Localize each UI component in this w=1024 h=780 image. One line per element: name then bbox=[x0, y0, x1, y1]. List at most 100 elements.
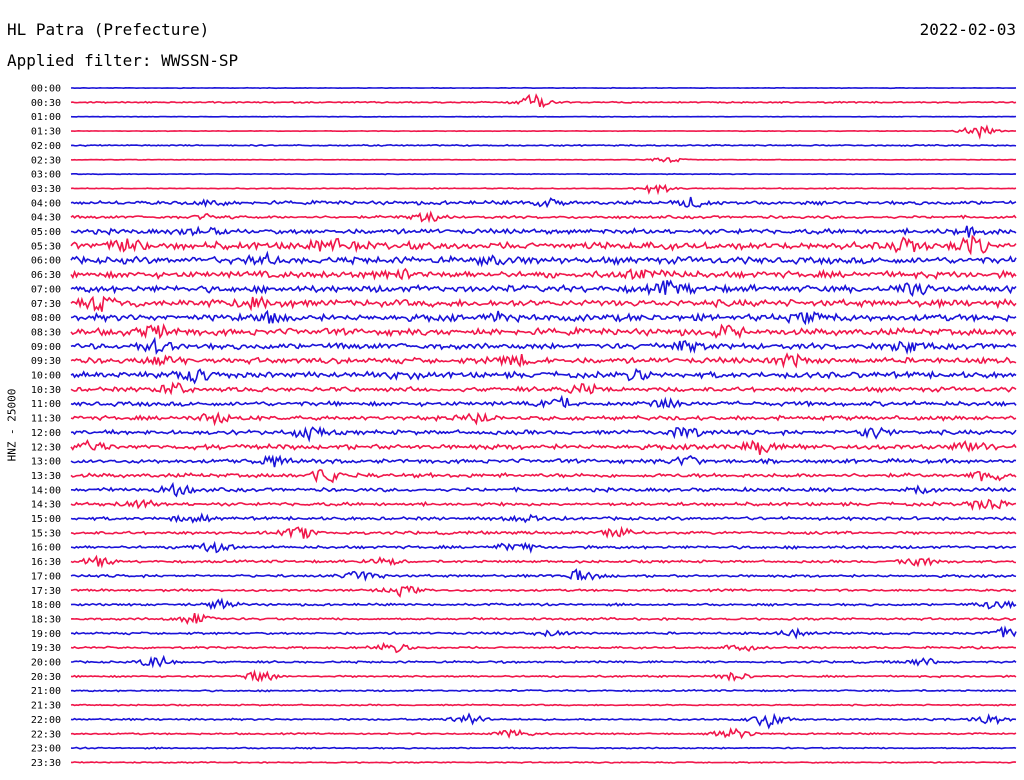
row-time-label: 02:30 bbox=[31, 155, 61, 166]
trace-row-1630 bbox=[70, 554, 1017, 569]
trace-row-0200 bbox=[70, 143, 1017, 148]
row-time-label: 12:30 bbox=[31, 442, 61, 453]
row-time-label: 01:00 bbox=[31, 112, 61, 123]
row-time-label: 12:00 bbox=[31, 428, 61, 439]
trace-row-0700 bbox=[70, 279, 1017, 297]
row-time-label: 21:00 bbox=[31, 686, 61, 697]
row-time-label: 05:00 bbox=[31, 227, 61, 238]
trace-row-0830 bbox=[70, 322, 1017, 340]
trace-row-1100 bbox=[70, 394, 1017, 410]
trace-row-0730 bbox=[70, 295, 1017, 312]
trace-row-2230 bbox=[70, 726, 1017, 740]
trace-row-1530 bbox=[70, 525, 1017, 540]
trace-row-1500 bbox=[70, 512, 1017, 524]
trace-row-1700 bbox=[70, 568, 1017, 582]
row-time-label: 03:30 bbox=[31, 184, 61, 195]
row-time-label: 19:30 bbox=[31, 643, 61, 654]
row-time-label: 06:00 bbox=[31, 256, 61, 267]
row-time-label: 11:00 bbox=[31, 399, 61, 410]
row-time-label: 09:00 bbox=[31, 342, 61, 353]
row-time-label: 10:30 bbox=[31, 385, 61, 396]
row-time-label: 00:00 bbox=[31, 84, 61, 95]
row-time-label: 07:30 bbox=[31, 299, 61, 310]
trace-row-1430 bbox=[70, 498, 1017, 511]
row-time-label: 22:30 bbox=[31, 729, 61, 740]
trace-row-1000 bbox=[70, 367, 1017, 385]
row-time-label: 08:00 bbox=[31, 313, 61, 324]
row-time-label: 19:00 bbox=[31, 629, 61, 640]
row-time-label: 11:30 bbox=[31, 414, 61, 425]
trace-row-2030 bbox=[70, 669, 1017, 683]
trace-row-0030 bbox=[70, 93, 1017, 109]
trace-row-1330 bbox=[70, 469, 1017, 484]
row-time-label: 13:30 bbox=[31, 471, 61, 482]
trace-row-1200 bbox=[70, 425, 1017, 443]
row-time-label: 06:30 bbox=[31, 270, 61, 281]
row-time-label: 14:00 bbox=[31, 485, 61, 496]
row-time-label: 20:30 bbox=[31, 672, 61, 683]
trace-row-0130 bbox=[70, 124, 1017, 140]
row-time-label: 13:00 bbox=[31, 457, 61, 468]
trace-row-1600 bbox=[70, 540, 1017, 554]
row-time-label: 04:00 bbox=[31, 198, 61, 209]
row-time-label: 23:00 bbox=[31, 744, 61, 755]
trace-row-1400 bbox=[71, 481, 1016, 498]
trace-row-1900 bbox=[70, 625, 1017, 640]
row-time-label: 15:00 bbox=[31, 514, 61, 525]
trace-row-2000 bbox=[70, 654, 1017, 669]
trace-row-0930 bbox=[70, 352, 1017, 369]
row-time-label: 17:30 bbox=[31, 586, 61, 597]
row-time-label: 18:30 bbox=[31, 614, 61, 625]
row-time-label: 00:30 bbox=[31, 98, 61, 109]
trace-row-0400 bbox=[70, 196, 1017, 209]
trace-row-0330 bbox=[70, 183, 1017, 196]
trace-row-0530 bbox=[70, 234, 1017, 256]
row-time-label: 18:00 bbox=[31, 600, 61, 611]
trace-row-0900 bbox=[70, 336, 1017, 356]
trace-row-0230 bbox=[70, 157, 1017, 164]
row-time-label: 09:30 bbox=[31, 356, 61, 367]
trace-row-0300 bbox=[70, 172, 1017, 176]
trace-row-1030 bbox=[70, 381, 1017, 396]
trace-row-0100 bbox=[70, 115, 1017, 118]
row-time-label: 07:00 bbox=[31, 284, 61, 295]
row-time-label: 16:00 bbox=[31, 543, 61, 554]
row-time-label: 02:00 bbox=[31, 141, 61, 152]
trace-row-0430 bbox=[70, 210, 1017, 224]
date-label: 2022-02-03 bbox=[919, 20, 1016, 39]
trace-row-2300 bbox=[70, 746, 1017, 750]
trace-row-1300 bbox=[70, 454, 1017, 468]
station-title: HL Patra (Prefecture) bbox=[7, 20, 210, 39]
row-time-label: 05:30 bbox=[31, 241, 61, 252]
trace-row-2130 bbox=[70, 703, 1017, 707]
row-time-label: 03:00 bbox=[31, 170, 61, 181]
trace-row-1730 bbox=[70, 585, 1017, 598]
row-time-label: 10:00 bbox=[31, 371, 61, 382]
row-time-label: 14:30 bbox=[31, 500, 61, 511]
trace-row-0500 bbox=[70, 225, 1017, 238]
row-time-label: 04:30 bbox=[31, 213, 61, 224]
row-time-label: 17:00 bbox=[31, 571, 61, 582]
trace-row-1230 bbox=[70, 438, 1017, 455]
row-time-label: 08:30 bbox=[31, 327, 61, 338]
row-time-label: 22:00 bbox=[31, 715, 61, 726]
trace-row-2100 bbox=[70, 688, 1017, 693]
trace-row-1800 bbox=[70, 597, 1017, 611]
trace-row-0600 bbox=[70, 250, 1017, 268]
row-time-label: 20:00 bbox=[31, 658, 61, 669]
trace-row-2330 bbox=[71, 760, 1017, 764]
row-time-label: 15:30 bbox=[31, 528, 61, 539]
row-time-label: 16:30 bbox=[31, 557, 61, 568]
row-time-label: 23:30 bbox=[31, 758, 61, 769]
trace-row-1930 bbox=[70, 641, 1016, 654]
trace-row-1830 bbox=[70, 612, 1017, 625]
filter-label: Applied filter: WWSSN-SP bbox=[7, 51, 239, 70]
trace-row-0000 bbox=[70, 86, 1017, 90]
row-time-label: 21:30 bbox=[31, 701, 61, 712]
row-time-label: 01:30 bbox=[31, 127, 61, 138]
trace-row-0630 bbox=[70, 267, 1017, 281]
trace-row-0800 bbox=[70, 309, 1017, 326]
trace-row-1130 bbox=[70, 411, 1017, 427]
trace-row-2200 bbox=[70, 712, 1017, 730]
